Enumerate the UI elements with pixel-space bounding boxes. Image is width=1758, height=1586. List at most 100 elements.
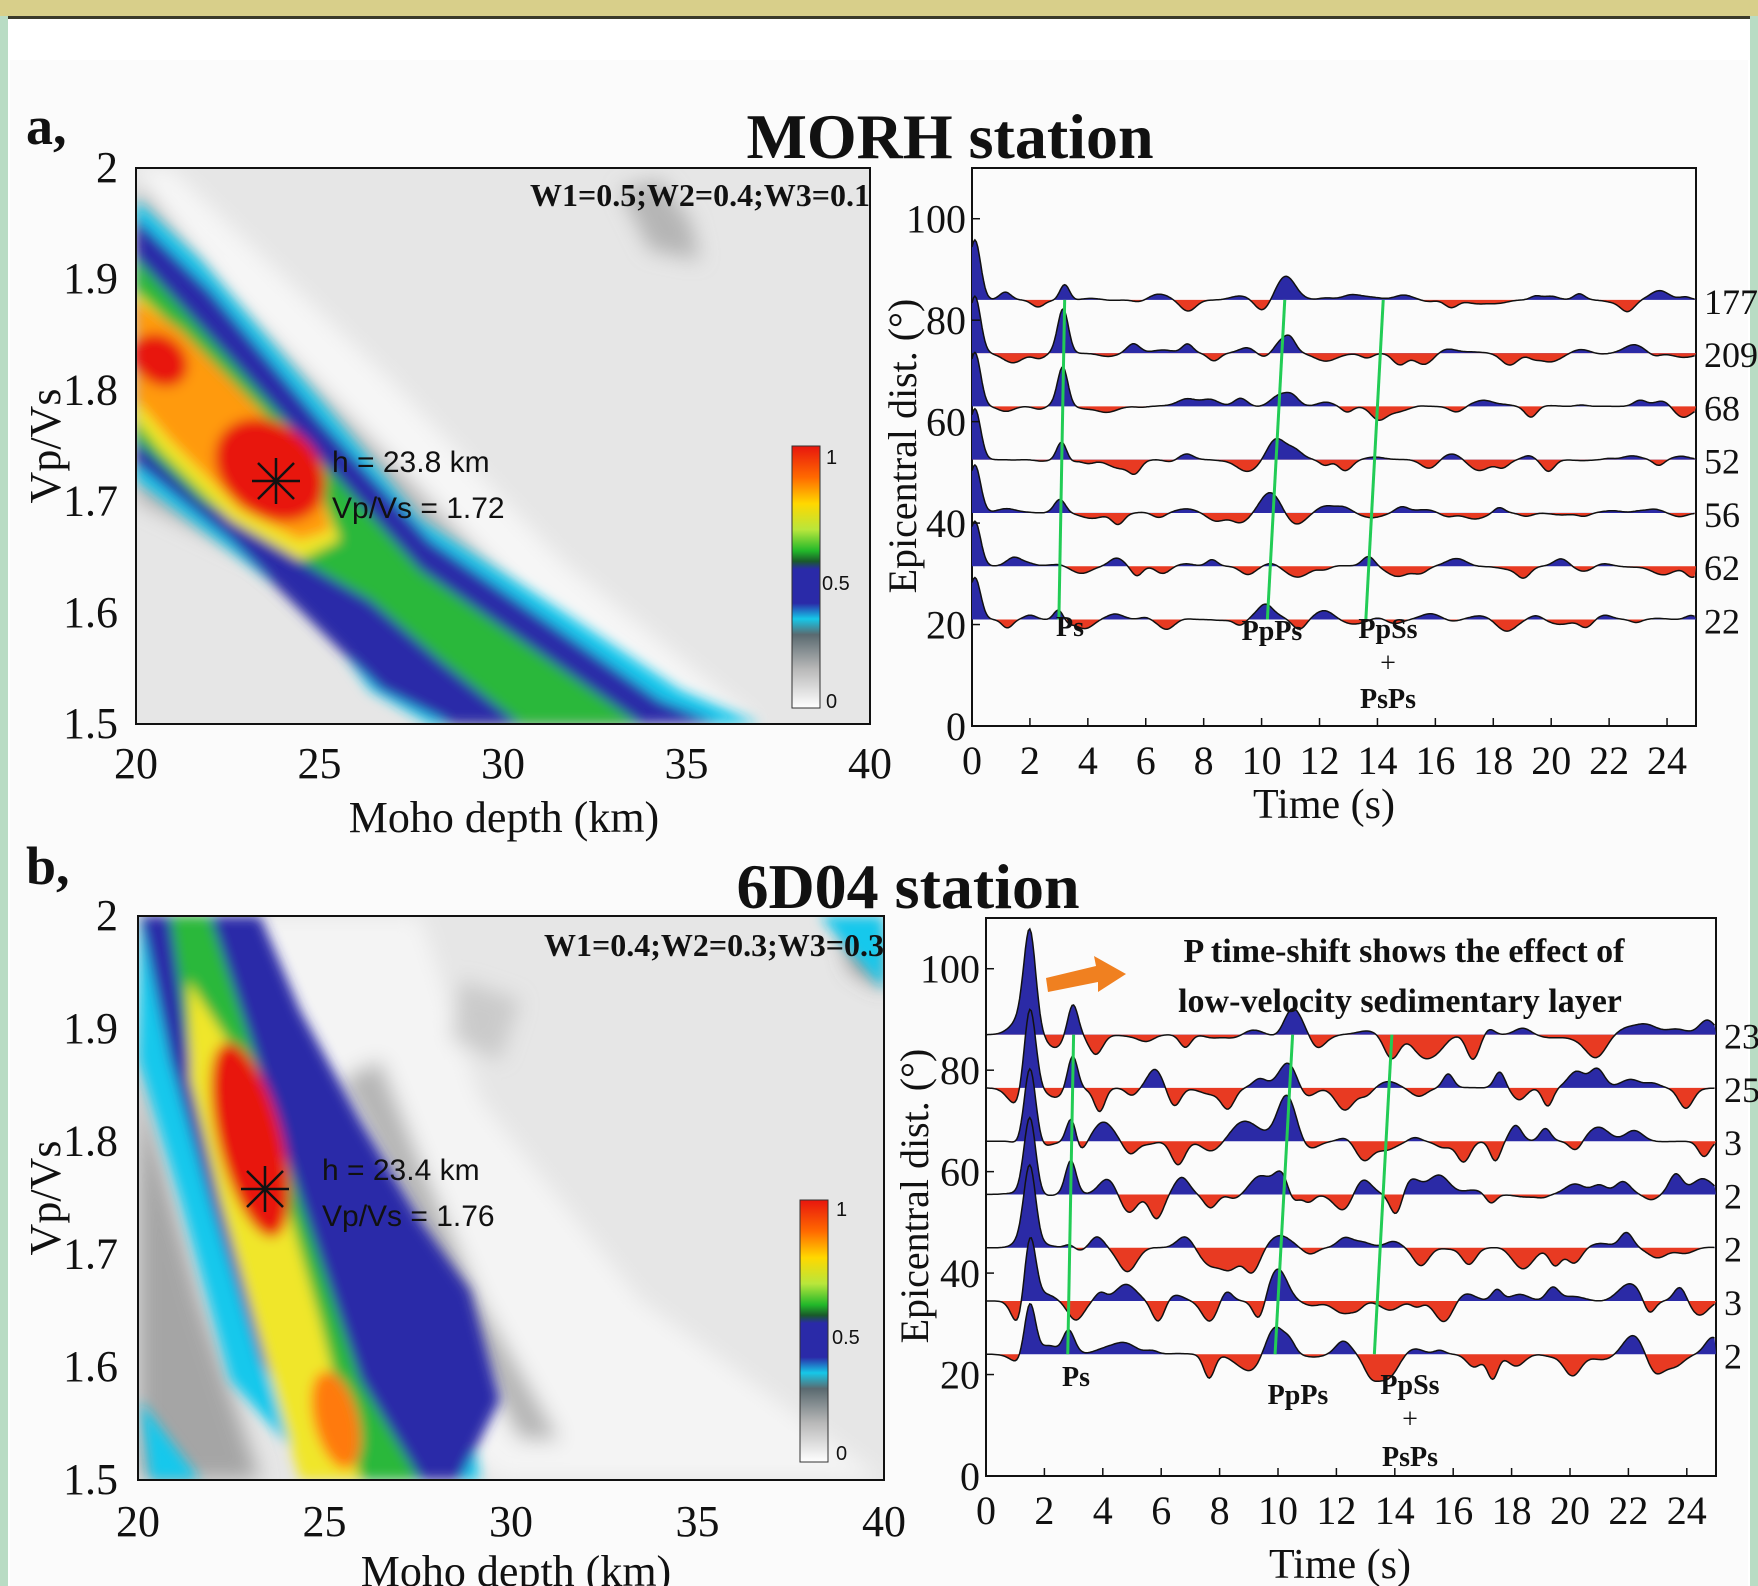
rf-trace-negative — [972, 566, 1696, 579]
rf-trace-line — [971, 520, 1695, 579]
hk-ytick-label: 1.5 — [63, 699, 118, 748]
rf-xtick-label: 14 — [1375, 1488, 1415, 1533]
hk-ytick-label: 1.9 — [63, 1004, 118, 1053]
rf-traces-a — [971, 238, 1696, 632]
rf-xtick-label: 16 — [1433, 1488, 1473, 1533]
best-fit-star-b — [241, 1166, 289, 1212]
header-rule — [0, 16, 1758, 19]
rf-xtick-label: 10 — [1258, 1488, 1298, 1533]
rf-xtick-label: 0 — [976, 1488, 996, 1533]
trace-count-label: 25 — [1724, 1070, 1758, 1110]
colorbar-b-max: 1 — [836, 1199, 847, 1221]
rf-ytick-label: 40 — [940, 1251, 980, 1296]
phase-moveout-line — [1057, 299, 1067, 620]
best-fit-vpvs-b: Vp/Vs = 1.76 — [322, 1200, 495, 1233]
colorbar-a-min: 0 — [826, 691, 837, 713]
rf-trace-negative — [986, 1300, 1716, 1322]
rf-xtick-label: 12 — [1316, 1488, 1356, 1533]
rf-xtick-label: 10 — [1242, 738, 1282, 783]
hk-xtick-label: 40 — [848, 739, 892, 788]
phase-label-ppss-a: PpSs — [1358, 614, 1417, 645]
rf-trace-line — [971, 238, 1695, 313]
rf-trace-line — [971, 463, 1695, 526]
phase-label-psps-b: PsPs — [1382, 1442, 1438, 1473]
rf-xtick-label: 0 — [962, 738, 982, 783]
rf-xtick-label: 24 — [1667, 1488, 1707, 1533]
rf-xtick-label: 8 — [1210, 1488, 1230, 1533]
rf-trace-negative — [986, 1141, 1716, 1165]
station-title-b: 6D04 station — [736, 851, 1079, 922]
rf-trace-negative — [972, 512, 1696, 525]
rf-xtick-label: 4 — [1093, 1488, 1113, 1533]
trace-count-label: 22 — [1704, 601, 1740, 641]
phase-label-ps-a: Ps — [1056, 612, 1084, 643]
rf-ytick-label: 100 — [906, 197, 966, 242]
rf-ytick-label: 0 — [960, 1454, 980, 1499]
rf-ytick-label: 80 — [926, 298, 966, 343]
hk-ytick-label: 1.8 — [63, 365, 118, 414]
rf-trace-negative — [986, 1087, 1716, 1112]
rf-xtick-label: 6 — [1151, 1488, 1171, 1533]
hk-frame-a — [135, 167, 871, 725]
phase-moveout-line — [1265, 299, 1287, 620]
station-title-a: MORH station — [746, 101, 1153, 172]
rf-trace-line — [971, 351, 1696, 421]
hk-xtick-label: 25 — [298, 739, 342, 788]
hk-ytick-label: 1.9 — [63, 254, 118, 303]
trace-count-label: 56 — [1704, 495, 1740, 535]
rf-yticks-b: 0 20 40 60 80 100 — [920, 947, 994, 1499]
rf-ylabel-a: Epicentral dist. (°) — [880, 299, 925, 594]
rf-xtick-label: 22 — [1608, 1488, 1648, 1533]
rf-trace-line — [971, 576, 1695, 632]
trace-count-label: 177 — [1704, 282, 1758, 322]
hk-secondary-a — [136, 333, 188, 387]
header-band — [0, 0, 1758, 16]
hk-ytick-label: 1.7 — [63, 1229, 118, 1278]
rf-trace-line — [986, 1163, 1715, 1274]
rf-trace-negative — [986, 1354, 1716, 1382]
hk-yticks-b: 1.5 1.6 1.7 1.8 1.9 2 — [63, 891, 118, 1504]
trace-count-label: 2 — [1724, 1230, 1742, 1270]
phase-label-ppss-b: PpSs — [1380, 1370, 1439, 1401]
hk-xtick-label: 20 — [114, 739, 158, 788]
hk-ylabel-a: Vp/Vs — [21, 389, 70, 504]
rf-trace-line — [986, 927, 1716, 1060]
trace-count-label: 62 — [1704, 548, 1740, 588]
colorbar-b — [799, 1199, 829, 1463]
best-fit-vpvs-a: Vp/Vs = 1.72 — [332, 492, 505, 525]
panel-label-b: b, — [26, 836, 70, 896]
hk-xlabel-b: Moho depth (km) — [361, 1547, 671, 1586]
time-shift-arrow — [1046, 956, 1126, 992]
rf-xtick-label: 20 — [1550, 1488, 1590, 1533]
trace-count-label: 3 — [1724, 1283, 1742, 1323]
phase-label-ppps-b: PpPs — [1268, 1380, 1329, 1411]
rf-xtick-label: 22 — [1589, 738, 1629, 783]
rf-phase-lines-a — [1057, 299, 1385, 620]
rf-xtick-label: 18 — [1492, 1488, 1532, 1533]
phase-label-ps-b: Ps — [1062, 1362, 1090, 1393]
rf-trace-negative — [972, 619, 1696, 632]
phase-label-plus-b: + — [1402, 1404, 1418, 1435]
colorbar-b-min: 0 — [836, 1443, 847, 1465]
trace-count-label: 3 — [1724, 1123, 1742, 1163]
hk-xtick-label: 25 — [303, 1497, 347, 1546]
rf-traces-b — [986, 927, 1716, 1383]
rf-ytick-label: 20 — [926, 603, 966, 648]
rf-trace-line — [986, 1008, 1715, 1113]
hk-peak-a — [214, 418, 326, 522]
rf-ytick-label: 20 — [940, 1353, 980, 1398]
colorbar-a-max: 1 — [826, 447, 837, 469]
rf-xtick-label: 18 — [1473, 738, 1513, 783]
rf-counts-a: 177 209 68 52 56 62 22 — [1704, 282, 1758, 642]
rf-ytick-label: 40 — [926, 501, 966, 546]
hk-xticks-a: 20 25 30 35 40 — [114, 739, 892, 788]
rf-trace-negative — [972, 299, 1696, 312]
hk-ytick-label: 1.7 — [63, 477, 118, 526]
rf-xtick-label: 24 — [1647, 738, 1687, 783]
rf-trace-line — [986, 1237, 1715, 1323]
best-fit-h-b: h = 23.4 km — [322, 1154, 480, 1187]
hk-ytick-label: 1.8 — [63, 1117, 118, 1166]
rf-xlabel-a: Time (s) — [1253, 782, 1395, 828]
trace-count-label: 209 — [1704, 335, 1758, 375]
